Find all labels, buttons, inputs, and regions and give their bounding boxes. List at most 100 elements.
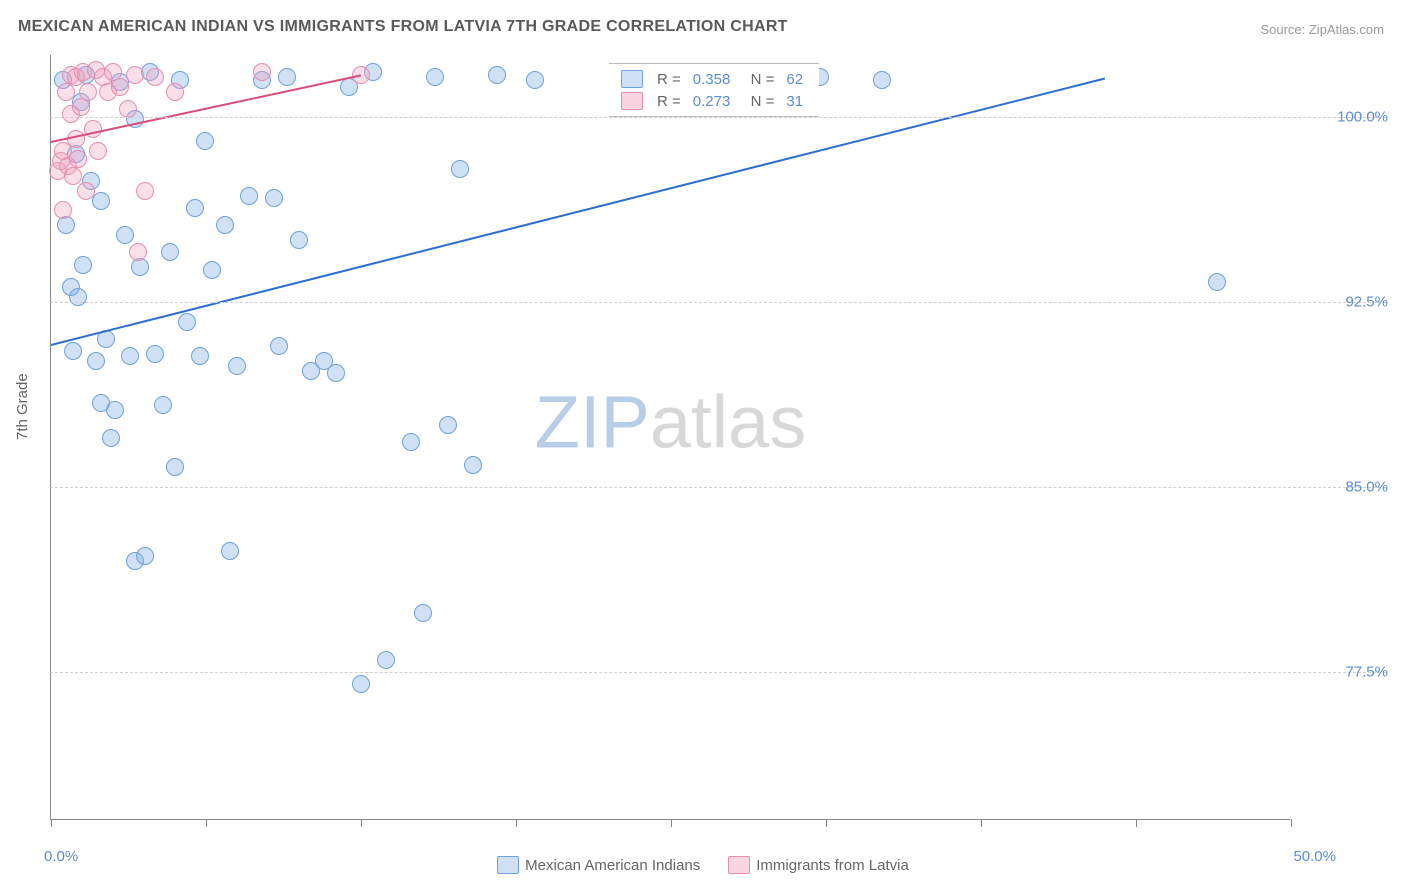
legend-n-value: 62: [786, 71, 803, 88]
scatter-point: [216, 216, 234, 234]
watermark-zip: ZIP: [535, 380, 650, 463]
x-tick-mark: [1291, 819, 1292, 827]
scatter-point: [221, 542, 239, 560]
scatter-point: [426, 68, 444, 86]
x-tick-label-min: 0.0%: [44, 848, 78, 865]
x-tick-mark: [671, 819, 672, 827]
scatter-point: [84, 120, 102, 138]
y-axis-label: 7th Grade: [14, 373, 31, 440]
scatter-point: [196, 132, 214, 150]
scatter-point: [161, 243, 179, 261]
x-tick-mark: [981, 819, 982, 827]
scatter-point: [464, 456, 482, 474]
scatter-point: [166, 83, 184, 101]
scatter-point: [265, 189, 283, 207]
y-tick-label: 92.5%: [1345, 293, 1388, 310]
plot-area: ZIPatlas R = 0.358 N = 62R = 0.273 N = 3…: [50, 55, 1290, 820]
legend-r-value: 0.273: [693, 93, 731, 110]
scatter-point: [1208, 273, 1226, 291]
scatter-point: [106, 401, 124, 419]
scatter-point: [203, 261, 221, 279]
correlation-legend: R = 0.358 N = 62R = 0.273 N = 31: [609, 63, 819, 117]
gridline-h: [50, 117, 1386, 118]
legend-swatch: [728, 856, 750, 874]
scatter-point: [191, 347, 209, 365]
scatter-point: [290, 231, 308, 249]
scatter-point: [414, 604, 432, 622]
x-tick-mark: [361, 819, 362, 827]
gridline-h: [50, 487, 1386, 488]
scatter-point: [488, 66, 506, 84]
scatter-point: [278, 68, 296, 86]
x-tick-mark: [516, 819, 517, 827]
legend-r-label: R =: [657, 93, 681, 110]
scatter-point: [111, 78, 129, 96]
scatter-point: [126, 66, 144, 84]
bottom-legend-label: Mexican American Indians: [525, 857, 700, 874]
gridline-h: [50, 302, 1386, 303]
y-tick-label: 100.0%: [1337, 108, 1388, 125]
x-tick-mark: [51, 819, 52, 827]
scatter-point: [64, 167, 82, 185]
scatter-point: [166, 458, 184, 476]
scatter-point: [87, 352, 105, 370]
scatter-point: [873, 71, 891, 89]
legend-row: R = 0.358 N = 62: [621, 68, 807, 90]
scatter-point: [186, 199, 204, 217]
scatter-point: [352, 675, 370, 693]
scatter-point: [178, 313, 196, 331]
scatter-point: [154, 396, 172, 414]
scatter-point: [439, 416, 457, 434]
scatter-point: [451, 160, 469, 178]
legend-swatch: [621, 92, 643, 110]
x-tick-mark: [206, 819, 207, 827]
legend-n-value: 31: [786, 93, 803, 110]
watermark-atlas: atlas: [650, 380, 806, 463]
scatter-point: [54, 201, 72, 219]
x-tick-mark: [1136, 819, 1137, 827]
legend-row: R = 0.273 N = 31: [621, 90, 807, 112]
scatter-point: [402, 433, 420, 451]
scatter-point: [129, 243, 147, 261]
source-prefix: Source:: [1260, 22, 1308, 37]
legend-swatch: [497, 856, 519, 874]
bottom-legend-label: Immigrants from Latvia: [756, 857, 909, 874]
gridline-h: [50, 672, 1386, 673]
scatter-point: [79, 83, 97, 101]
y-tick-label: 77.5%: [1345, 663, 1388, 680]
scatter-point: [136, 547, 154, 565]
scatter-point: [64, 342, 82, 360]
source-attribution: Source: ZipAtlas.com: [1260, 22, 1384, 37]
scatter-point: [116, 226, 134, 244]
bottom-legend: Mexican American Indians Immigrants from …: [0, 856, 1406, 878]
legend-r-label: R =: [657, 71, 681, 88]
scatter-point: [92, 192, 110, 210]
scatter-point: [74, 256, 92, 274]
scatter-point: [270, 337, 288, 355]
scatter-point: [327, 364, 345, 382]
scatter-point: [102, 429, 120, 447]
source-name: ZipAtlas.com: [1309, 22, 1384, 37]
scatter-point: [119, 100, 137, 118]
scatter-point: [228, 357, 246, 375]
scatter-point: [136, 182, 154, 200]
scatter-point: [253, 63, 271, 81]
scatter-point: [526, 71, 544, 89]
legend-r-value: 0.358: [693, 71, 731, 88]
scatter-point: [121, 347, 139, 365]
legend-swatch: [621, 70, 643, 88]
y-tick-label: 85.0%: [1345, 478, 1388, 495]
scatter-point: [377, 651, 395, 669]
watermark: ZIPatlas: [535, 379, 806, 464]
x-tick-mark: [826, 819, 827, 827]
bottom-legend-item: Mexican American Indians: [497, 856, 700, 874]
scatter-point: [89, 142, 107, 160]
bottom-legend-item: Immigrants from Latvia: [728, 856, 909, 874]
scatter-point: [69, 150, 87, 168]
scatter-point: [146, 68, 164, 86]
legend-n-label: N =: [742, 93, 774, 110]
scatter-point: [77, 182, 95, 200]
scatter-point: [240, 187, 258, 205]
legend-n-label: N =: [742, 71, 774, 88]
scatter-point: [69, 288, 87, 306]
